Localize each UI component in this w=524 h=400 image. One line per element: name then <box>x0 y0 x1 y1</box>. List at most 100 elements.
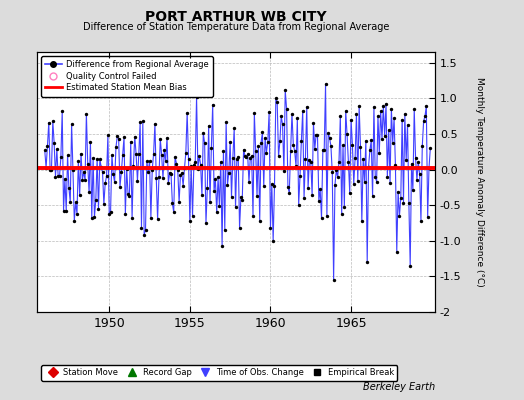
Point <box>319 147 327 153</box>
Point <box>391 162 400 169</box>
Point <box>111 179 119 185</box>
Point <box>280 168 288 174</box>
Point <box>141 227 150 233</box>
Point <box>114 136 123 142</box>
Point <box>59 207 68 214</box>
Point <box>379 103 388 110</box>
Point <box>75 192 84 198</box>
Point <box>343 131 351 138</box>
Point <box>312 131 320 138</box>
Point <box>244 151 252 158</box>
Point <box>100 201 108 207</box>
Point <box>264 138 272 145</box>
Point <box>202 220 210 226</box>
Point <box>330 277 338 283</box>
Point <box>93 155 101 162</box>
Point <box>380 133 389 139</box>
Point <box>120 134 128 141</box>
Point <box>171 154 179 160</box>
Point <box>192 94 201 100</box>
Point <box>318 215 326 221</box>
Point <box>262 150 270 156</box>
Point <box>294 202 303 208</box>
Point <box>51 173 60 180</box>
Point <box>328 169 336 176</box>
Point <box>340 204 348 211</box>
Point <box>293 115 301 122</box>
Point <box>227 194 236 200</box>
Point <box>195 152 203 159</box>
Point <box>394 188 402 195</box>
Point <box>206 198 214 205</box>
Point <box>302 104 311 110</box>
Point <box>43 143 52 150</box>
Point <box>221 227 229 233</box>
Point <box>375 150 384 156</box>
Point <box>108 152 116 158</box>
Point <box>266 225 275 231</box>
Point <box>351 155 359 161</box>
Point <box>413 177 421 183</box>
Point <box>152 175 160 181</box>
Point <box>395 213 403 219</box>
Point <box>160 147 169 153</box>
Point <box>331 182 339 188</box>
Point <box>304 184 312 191</box>
Point <box>271 95 280 102</box>
Point <box>406 262 414 269</box>
Point <box>211 176 220 182</box>
Point <box>216 159 225 165</box>
Point <box>374 113 382 119</box>
Point <box>180 165 189 172</box>
Point <box>90 214 99 220</box>
Point <box>238 196 246 203</box>
Point <box>421 113 429 119</box>
Point <box>416 171 424 178</box>
Point <box>239 146 248 153</box>
Point <box>321 81 330 87</box>
Point <box>367 137 375 144</box>
Point <box>207 145 215 151</box>
Legend: Station Move, Record Gap, Time of Obs. Change, Empirical Break: Station Move, Record Gap, Time of Obs. C… <box>41 365 397 381</box>
Point <box>145 158 154 164</box>
Point <box>337 211 346 218</box>
Point <box>309 120 318 126</box>
Point <box>371 174 379 180</box>
Point <box>58 108 67 114</box>
Point <box>347 116 355 123</box>
Point <box>175 199 183 205</box>
Point <box>345 190 354 196</box>
Point <box>233 156 241 162</box>
Point <box>376 108 385 114</box>
Point <box>282 106 291 112</box>
Point <box>307 159 315 166</box>
Point <box>297 138 305 144</box>
Point <box>378 136 386 142</box>
Point <box>126 139 135 145</box>
Point <box>247 153 256 159</box>
Point <box>364 164 373 170</box>
Point <box>222 119 231 125</box>
Point <box>299 108 307 114</box>
Point <box>254 143 263 149</box>
Text: PORT ARTHUR WB CITY: PORT ARTHUR WB CITY <box>145 10 326 24</box>
Point <box>190 161 198 168</box>
Point <box>191 159 200 166</box>
Point <box>366 147 374 153</box>
Point <box>370 104 378 110</box>
Point <box>411 155 420 162</box>
Point <box>102 173 111 180</box>
Point <box>234 154 243 160</box>
Point <box>339 142 347 148</box>
Point <box>133 178 141 184</box>
Point <box>61 176 69 182</box>
Point <box>78 177 86 183</box>
Point <box>139 118 147 125</box>
Point <box>386 180 394 186</box>
Point <box>176 172 184 178</box>
Point <box>173 167 182 173</box>
Point <box>97 164 105 170</box>
Point <box>199 130 208 136</box>
Point <box>124 190 132 197</box>
Point <box>362 138 370 144</box>
